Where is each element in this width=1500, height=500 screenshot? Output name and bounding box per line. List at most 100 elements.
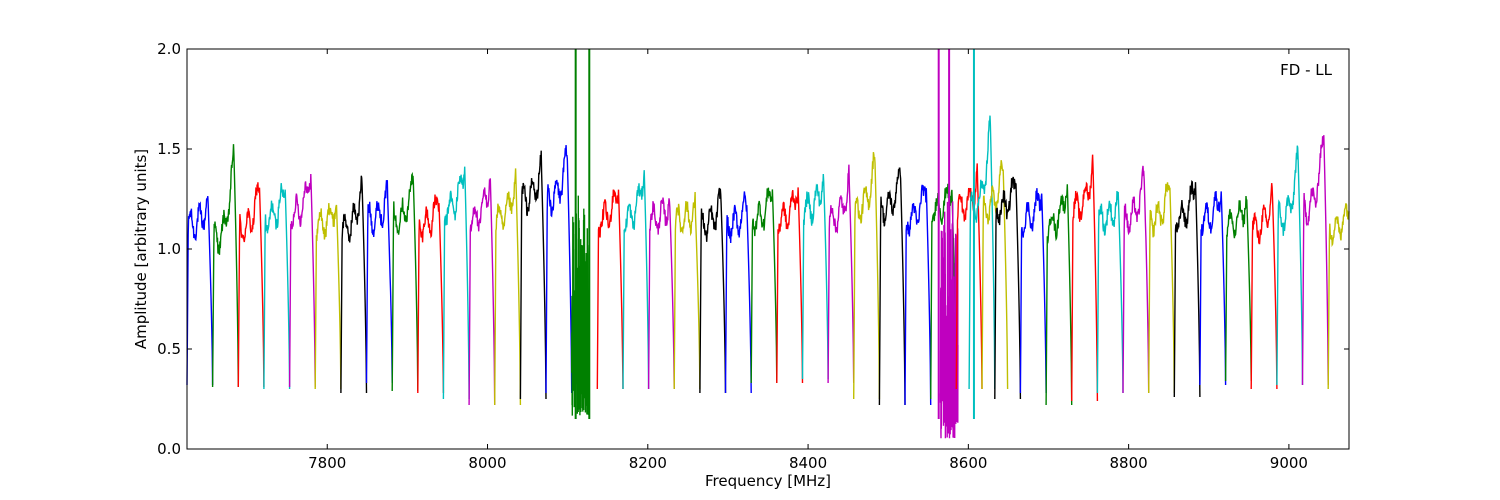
channel-line	[1199, 190, 1227, 386]
channel-series	[571, 49, 591, 419]
channel-line	[314, 203, 342, 390]
channel-line	[571, 195, 590, 417]
y-tick-label: 0.0	[157, 440, 181, 458]
channel-series	[904, 184, 932, 406]
channel-series	[937, 49, 959, 439]
channel-series	[468, 178, 496, 406]
channel-line	[237, 182, 265, 388]
channel-series	[211, 144, 239, 388]
y-tick-label: 2.0	[157, 40, 181, 58]
channel-series	[237, 182, 265, 388]
x-tick-label: 8800	[1110, 454, 1148, 472]
x-tick-label: 9000	[1270, 454, 1308, 472]
channel-line	[904, 184, 932, 406]
channel-series	[968, 49, 996, 419]
x-tick-label: 8000	[468, 454, 506, 472]
channel-series	[1276, 145, 1304, 386]
axis-layer: 7800 8000 8200 8400 8600 8800 9000 0.0 0.5 1.0 1.5…	[157, 40, 1349, 472]
channel-series	[853, 151, 881, 400]
channel-line	[1045, 184, 1073, 406]
x-tick-label: 8200	[629, 454, 667, 472]
channel-series	[724, 191, 752, 394]
x-tick-label: 7800	[308, 454, 346, 472]
channel-line	[288, 173, 316, 388]
channel-line	[724, 191, 752, 394]
channel-line	[211, 144, 239, 388]
channel-line	[955, 163, 983, 390]
channel-line	[699, 187, 727, 394]
channel-line	[776, 187, 804, 384]
channel-series	[1173, 179, 1201, 398]
channel-line	[442, 166, 470, 400]
channel-line	[391, 171, 419, 392]
channel-line	[263, 183, 291, 390]
channel-series	[1096, 190, 1124, 394]
channel-line	[1019, 188, 1047, 394]
channel-line	[1147, 182, 1176, 394]
channel-line	[994, 176, 1022, 400]
channel-line	[519, 150, 547, 400]
channel-line	[930, 183, 957, 400]
channel-line	[1301, 135, 1329, 386]
y-axis-label: Amplitude [arbitrary units]	[132, 149, 150, 349]
channel-series	[417, 194, 445, 394]
channel-series	[1045, 184, 1073, 406]
channel-series	[930, 183, 957, 400]
channel-series	[596, 189, 624, 390]
y-tick-label: 1.5	[157, 140, 181, 158]
channel-series	[994, 176, 1022, 400]
channel-line	[494, 168, 522, 406]
y-tick-label: 1.0	[157, 240, 181, 258]
channel-line	[827, 164, 855, 384]
channel-line	[673, 191, 701, 390]
y-tick-label: 0.5	[157, 340, 181, 358]
channel-line	[596, 189, 624, 390]
channel-series	[955, 163, 983, 390]
channel-line	[647, 197, 675, 390]
channel-line	[1096, 190, 1124, 394]
channel-series	[442, 166, 470, 400]
channel-series	[314, 203, 342, 390]
channel-series	[1122, 165, 1150, 394]
channel-line	[878, 167, 906, 406]
channel-line	[1070, 154, 1099, 402]
channel-series	[1301, 135, 1329, 386]
channel-series	[699, 187, 727, 394]
channel-line	[545, 145, 573, 394]
channel-line	[186, 195, 214, 386]
channel-series	[545, 145, 573, 394]
channel-line	[1122, 165, 1150, 394]
series-layer	[186, 49, 1350, 439]
channel-line	[750, 187, 778, 384]
channel-series	[673, 191, 701, 390]
x-axis-label: Frequency [MHz]	[705, 472, 831, 490]
channel-series	[1199, 190, 1227, 386]
channel-line	[417, 194, 445, 394]
channel-series	[1327, 203, 1350, 390]
channel-line	[981, 160, 1009, 390]
channel-series	[288, 173, 316, 388]
channel-line	[1173, 179, 1201, 398]
channel-series	[981, 160, 1009, 390]
channel-series	[750, 187, 778, 384]
channel-series	[827, 164, 855, 384]
channel-series	[340, 175, 368, 394]
channel-series	[801, 173, 829, 380]
channel-series	[776, 187, 804, 384]
channel-line	[468, 178, 496, 406]
channel-series	[1019, 188, 1047, 394]
channel-line	[801, 173, 829, 380]
channel-series	[186, 195, 214, 386]
channel-series	[878, 167, 906, 406]
channel-line	[365, 180, 393, 384]
channel-series	[263, 183, 291, 390]
channel-series	[1250, 183, 1278, 390]
channel-series	[1147, 182, 1176, 394]
channel-line	[1250, 183, 1278, 390]
x-tick-label: 8400	[789, 454, 827, 472]
channel-line	[622, 170, 650, 390]
plot-background	[187, 49, 1349, 449]
channel-line	[340, 175, 368, 394]
channel-line	[1224, 195, 1252, 382]
